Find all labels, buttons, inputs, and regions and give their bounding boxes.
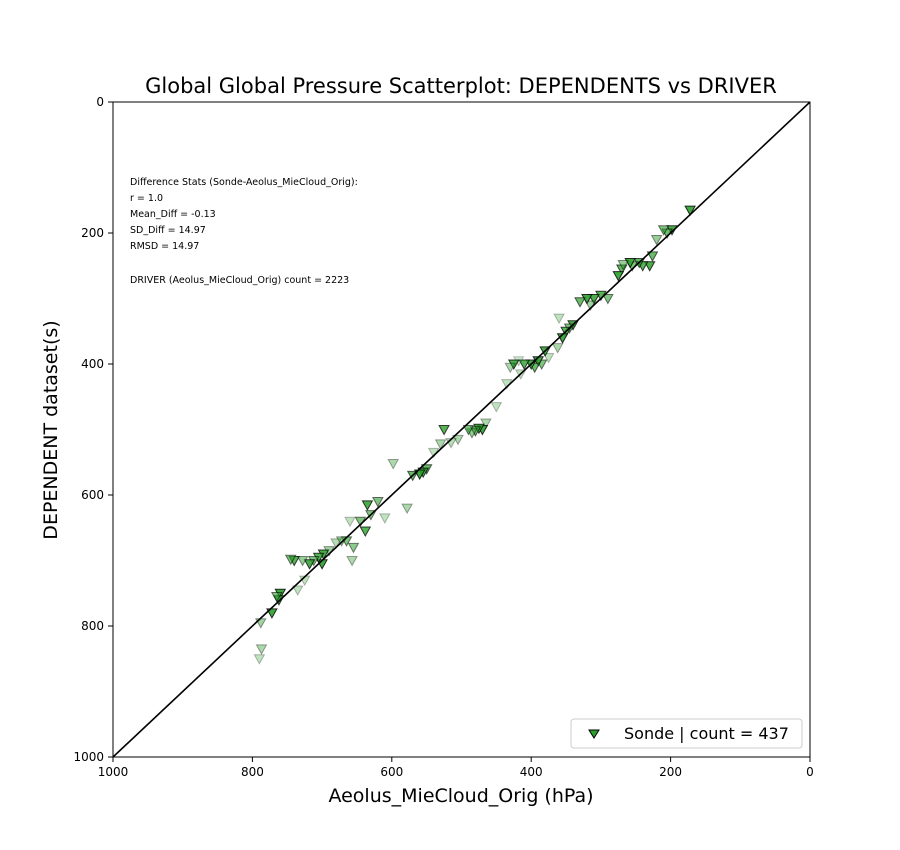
data-point <box>434 439 447 450</box>
legend-marker-icon <box>588 729 600 739</box>
difference-stats: Difference Stats (Sonde-Aeolus_MieCloud_… <box>130 177 358 286</box>
data-point <box>344 516 356 528</box>
data-point <box>574 297 586 308</box>
x-axis-label: Aeolus_MieCloud_Orig (hPa) <box>328 785 593 807</box>
data-point <box>657 225 670 236</box>
data-point <box>303 559 316 570</box>
data-point <box>296 556 309 567</box>
stats-line: DRIVER (Aeolus_MieCloud_Orig) count = 22… <box>130 275 349 286</box>
plot-area <box>112 101 811 758</box>
data-point <box>284 554 297 566</box>
x-tick-label: 0 <box>806 765 814 779</box>
data-point <box>542 352 555 364</box>
data-point <box>330 538 342 549</box>
x-tick-label: 400 <box>520 765 543 779</box>
data-point <box>361 500 374 511</box>
y-tick-label: 200 <box>81 226 104 240</box>
stats-line: SD_Diff = 14.97 <box>130 225 206 236</box>
data-point <box>346 556 358 567</box>
legend-label: Sonde | count = 437 <box>624 724 789 743</box>
y-tick-label: 1000 <box>73 750 104 764</box>
y-axis-ticks: 0 200 400 600 800 1000 <box>73 95 113 764</box>
data-point <box>643 261 656 272</box>
data-point <box>612 271 625 282</box>
x-axis-ticks: 1000 800 600 400 200 0 <box>98 757 814 779</box>
y-tick-label: 800 <box>81 619 104 633</box>
data-point <box>480 418 492 429</box>
one-to-one-line <box>113 102 810 757</box>
data-point <box>602 294 614 305</box>
data-point <box>359 526 372 538</box>
y-tick-label: 0 <box>96 95 104 109</box>
data-point <box>270 592 283 603</box>
y-tick-label: 400 <box>81 357 104 371</box>
x-tick-label: 200 <box>659 765 682 779</box>
data-point <box>266 608 278 619</box>
x-tick-label: 800 <box>241 765 264 779</box>
data-point <box>518 359 531 371</box>
data-point <box>291 585 304 597</box>
stats-line: RMSD = 14.97 <box>130 241 199 252</box>
x-tick-label: 600 <box>380 765 403 779</box>
legend-box <box>570 718 803 749</box>
chart-title: Global Global Pressure Scatterplot: DEPE… <box>145 74 777 98</box>
data-point <box>650 235 663 246</box>
stats-line: r = 1.0 <box>130 193 163 204</box>
data-point <box>504 362 517 374</box>
data-point <box>387 459 400 470</box>
data-point <box>588 294 600 305</box>
data-point <box>347 542 360 554</box>
data-point <box>684 205 696 217</box>
stats-line: Mean_Diff = -0.13 <box>130 209 216 220</box>
y-tick-label: 600 <box>81 488 104 502</box>
data-point <box>401 503 413 515</box>
plot-frame <box>112 101 811 758</box>
data-point <box>378 513 391 524</box>
x-tick-label: 1000 <box>98 765 129 779</box>
data-point <box>553 313 565 325</box>
data-point <box>372 497 384 508</box>
data-point <box>452 434 464 446</box>
data-point <box>255 644 268 655</box>
data-point <box>617 259 630 271</box>
data-point <box>551 343 564 354</box>
data-point <box>253 654 266 665</box>
data-point <box>646 251 659 262</box>
y-axis-label: DEPENDENT dataset(s) <box>40 320 62 539</box>
legend: Sonde | count = 437 <box>570 718 803 749</box>
data-point <box>507 359 520 371</box>
data-point <box>490 402 503 413</box>
data-point <box>438 425 450 436</box>
data-point <box>462 425 475 436</box>
stats-line: Difference Stats (Sonde-Aeolus_MieCloud_… <box>130 177 358 188</box>
